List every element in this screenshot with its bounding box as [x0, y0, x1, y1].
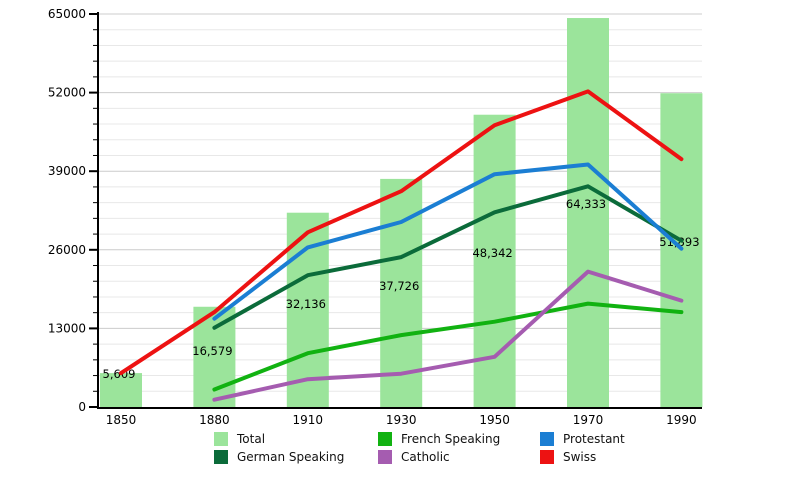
- y-axis-tick-label: 0: [78, 400, 86, 414]
- legend-label-protestant: Protestant: [563, 431, 625, 446]
- y-axis-tick-label: 65000: [48, 7, 86, 21]
- catholic-swatch-icon: [378, 449, 392, 464]
- bar-value-label-1950: 48,342: [472, 246, 512, 260]
- series-line-protestant: [212, 162, 684, 321]
- legend-label-swiss: Swiss: [563, 449, 597, 464]
- y-axis-tick-label: 39000: [48, 164, 86, 178]
- x-axis-tick-label-1880: 1880: [199, 413, 230, 427]
- x-axis-tick-label-1930: 1930: [386, 413, 417, 427]
- series-line-french-speaking: [212, 301, 684, 392]
- legend-item-french-speaking: French Speaking: [378, 431, 500, 446]
- y-axis-tick-label: 52000: [48, 86, 86, 100]
- legend-label-total: Total: [237, 431, 266, 446]
- legend-item-total: Total: [214, 431, 265, 446]
- y-axis-tick-label: 26000: [48, 243, 86, 257]
- x-axis-tick-label-1910: 1910: [293, 413, 324, 427]
- series-line-swiss: [119, 89, 684, 376]
- series-line-catholic: [212, 269, 684, 402]
- bar-1950: [473, 114, 516, 407]
- bar-1850: [100, 373, 142, 407]
- y-axis-tick-label: 13000: [48, 321, 86, 335]
- legend-item-german-speaking: German Speaking: [214, 449, 344, 464]
- legend-item-swiss: Swiss: [540, 449, 596, 464]
- bar-value-label-1970: 64,333: [566, 197, 606, 211]
- french-speaking-swatch-icon: [378, 431, 392, 446]
- chart-legend: Total French Speaking Protestant German …: [0, 0, 800, 464]
- bar-value-label-1880: 16,579: [192, 344, 232, 358]
- bar-1970: [567, 18, 609, 408]
- legend-label-german-speaking: German Speaking: [237, 449, 345, 464]
- german-speaking-swatch-icon: [214, 449, 228, 464]
- legend-label-catholic: Catholic: [401, 449, 450, 464]
- bar-value-label-1930: 37,726: [379, 279, 419, 293]
- bar-value-label-1910: 32,136: [286, 297, 326, 311]
- legend-item-catholic: Catholic: [378, 449, 450, 464]
- x-axis-tick-label-1950: 1950: [479, 413, 510, 427]
- legend-label-french-speaking: French Speaking: [401, 431, 501, 446]
- x-axis-tick-label-1970: 1970: [573, 413, 604, 427]
- x-axis-tick-label-1990: 1990: [666, 413, 697, 427]
- legend-item-protestant: Protestant: [540, 431, 625, 446]
- series-line-german-speaking: [212, 184, 684, 330]
- protestant-swatch-icon: [540, 431, 554, 446]
- x-axis-tick-label-1850: 1850: [106, 413, 137, 427]
- total-swatch-icon: [214, 431, 228, 446]
- swiss-swatch-icon: [540, 449, 554, 464]
